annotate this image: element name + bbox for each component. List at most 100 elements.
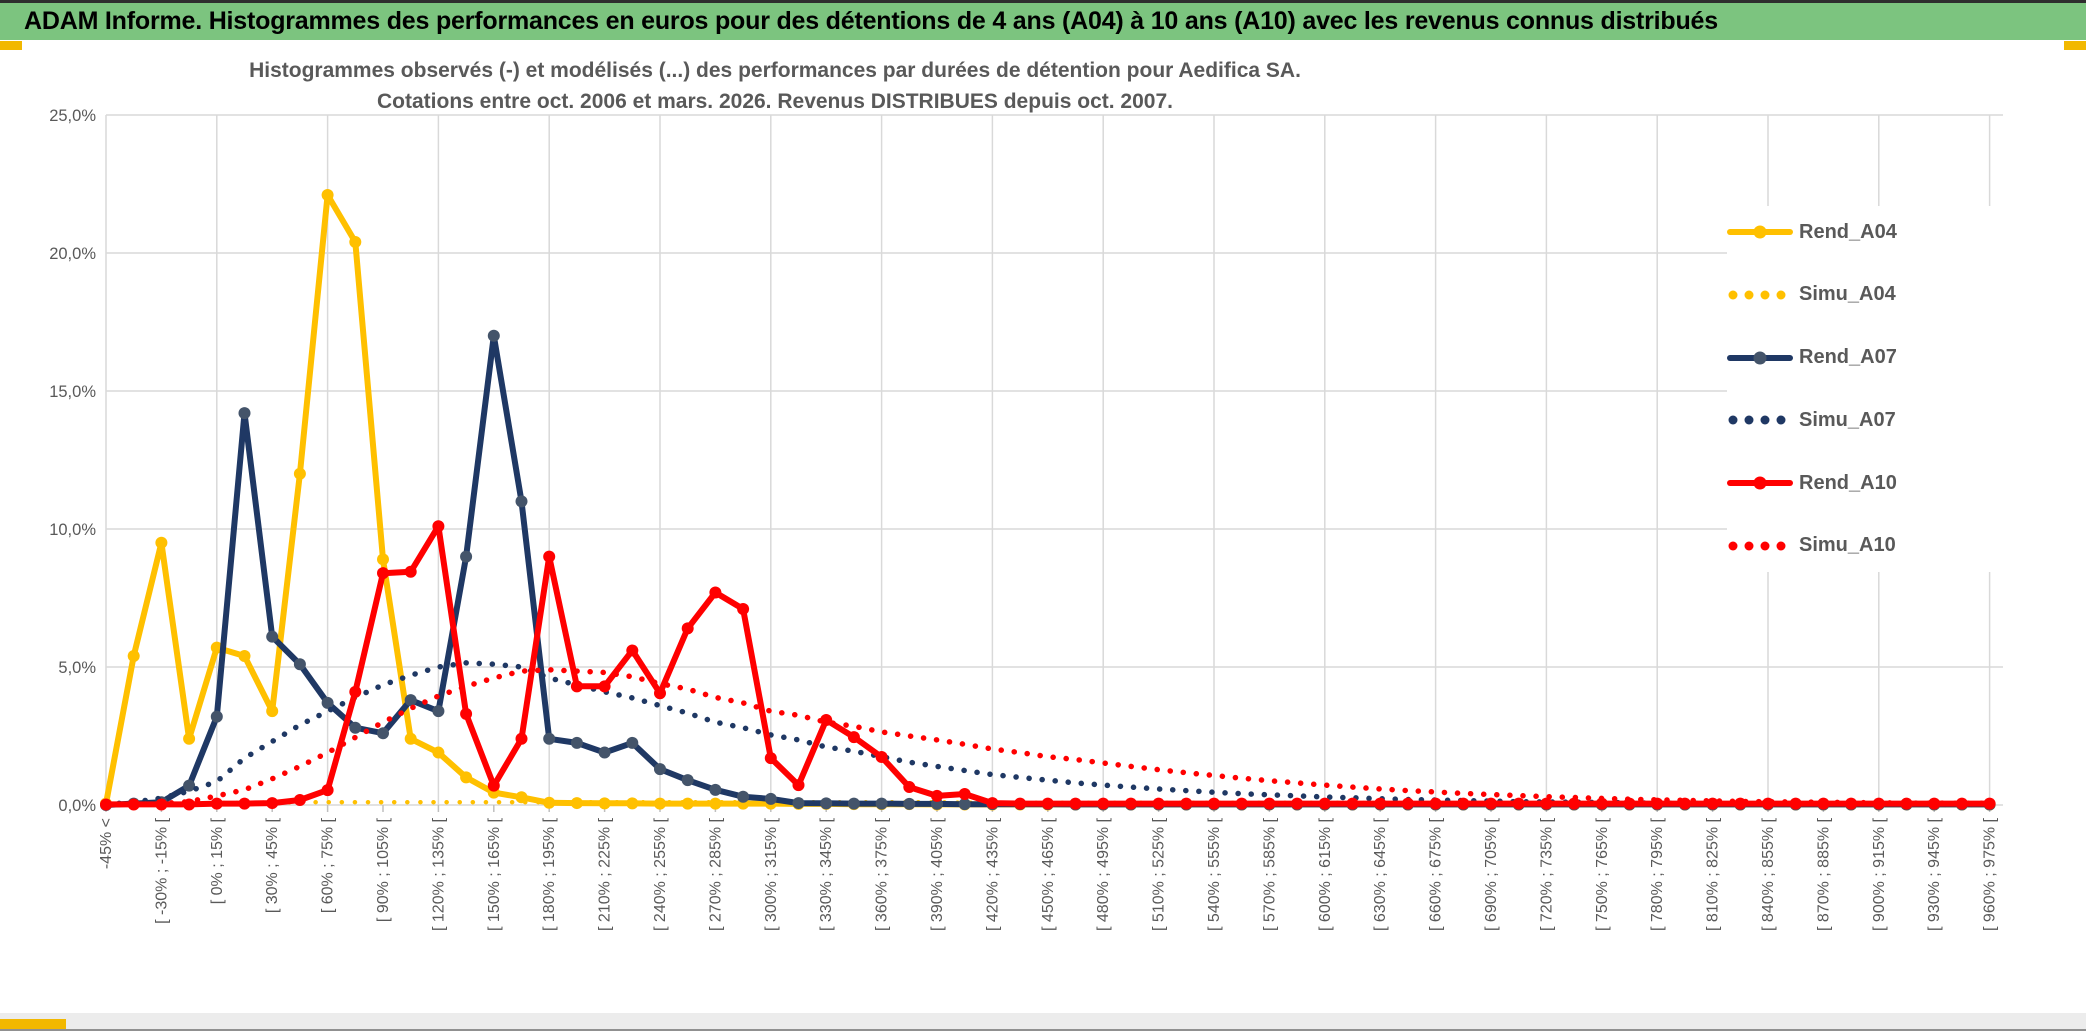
x-axis-label: [ 150% ; 165% [ [486, 817, 503, 931]
series-marker-rend_a10 [1568, 797, 1581, 810]
series-marker-rend_a10 [1318, 797, 1331, 810]
series-marker-rend_a10 [1124, 797, 1137, 810]
series-marker-rend_a10 [764, 752, 777, 765]
series-marker-rend_a04 [404, 732, 417, 745]
legend-item-simu_a04[interactable]: Simu_A04 [1727, 275, 2003, 315]
x-axis-label: [ 210% ; 225% [ [597, 817, 614, 931]
x-axis-label: [ 720% ; 735% [ [1538, 817, 1555, 931]
series-marker-rend_a07 [293, 658, 306, 671]
series-line-rend_a04[interactable] [103, 192, 1993, 808]
series-marker-rend_a10 [1928, 797, 1941, 810]
series-marker-rend_a10 [1485, 797, 1497, 810]
series-marker-rend_a04 [543, 796, 556, 809]
series-marker-rend_a07 [266, 630, 279, 643]
series-marker-rend_a10 [515, 732, 528, 745]
series-marker-rend_a10 [1983, 797, 1996, 810]
legend-item-simu_a07[interactable]: Simu_A07 [1727, 400, 2003, 440]
x-axis-label: [ 0% ; 15% [ [209, 817, 226, 904]
series-marker-rend_a10 [1263, 797, 1276, 810]
series-marker-rend_a07 [570, 736, 583, 749]
series-marker-rend_a10 [1401, 797, 1414, 810]
x-axis-label: [ 540% ; 555% [ [1206, 817, 1223, 931]
series-marker-rend_a10 [626, 644, 639, 657]
series-marker-rend_a10 [543, 550, 556, 563]
series-marker-rend_a07 [183, 779, 196, 792]
legend-solid-line-icon [1727, 476, 1793, 490]
series-marker-rend_a07 [210, 710, 223, 723]
series-marker-rend_a04 [460, 771, 473, 784]
series-marker-rend_a10 [321, 784, 334, 797]
legend-item-simu_a10[interactable]: Simu_A10 [1727, 526, 2003, 566]
series-marker-rend_a04 [155, 536, 168, 549]
series-marker-rend_a07 [460, 550, 473, 563]
legend-label: Rend_A07 [1799, 346, 1897, 369]
series-marker-rend_a10 [875, 750, 888, 763]
x-axis-label: [ 240% ; 255% [ [652, 817, 669, 931]
series-marker-rend_a10 [1457, 797, 1470, 810]
series-marker-rend_a04 [183, 732, 196, 745]
series-marker-rend_a10 [1208, 797, 1220, 810]
legend-item-rend_a04[interactable]: Rend_A04 [1727, 212, 2003, 252]
series-marker-rend_a10 [210, 797, 223, 810]
x-axis-label: [ 750% ; 765% [ [1594, 817, 1611, 931]
series-marker-rend_a10 [654, 687, 666, 700]
series-marker-rend_a10 [570, 680, 583, 693]
series-marker-rend_a07 [847, 797, 860, 810]
series-marker-rend_a04 [266, 705, 279, 718]
x-axis-label: [ 810% ; 825% [ [1705, 817, 1722, 931]
legend-label: Rend_A04 [1799, 220, 1897, 243]
legend-item-rend_a10[interactable]: Rend_A10 [1727, 463, 2003, 503]
series-marker-rend_a10 [1595, 797, 1608, 810]
x-axis-label: [ 780% ; 795% [ [1649, 817, 1666, 931]
x-axis-label: [ 360% ; 375% [ [874, 817, 891, 931]
x-axis-label: [ 180% ; 195% [ [541, 817, 558, 931]
chart-title-line2: Cotations entre oct. 2006 et mars. 2026.… [377, 90, 1173, 113]
series-marker-rend_a04 [127, 649, 140, 662]
x-axis-label: [ 570% ; 585% [ [1261, 817, 1278, 931]
series-line-rend_a10[interactable] [103, 523, 1993, 808]
series-marker-rend_a07 [958, 798, 971, 811]
x-axis-label: [ 300% ; 315% [ [763, 817, 780, 931]
series-marker-rend_a10 [709, 586, 722, 599]
series-marker-rend_a10 [1235, 797, 1248, 810]
series-marker-rend_a10 [1706, 797, 1719, 810]
y-axis-label: 15,0% [49, 383, 96, 401]
series-marker-rend_a10 [432, 520, 445, 533]
x-axis-label: [ 600% ; 615% [ [1317, 817, 1334, 931]
x-axis-label: [ 480% ; 495% [ [1095, 817, 1112, 931]
series-marker-rend_a10 [792, 779, 805, 792]
series-marker-rend_a07 [792, 797, 805, 810]
series-marker-rend_a10 [487, 779, 500, 792]
x-axis-label: [ -30% ; -15% [ [153, 817, 170, 923]
x-axis-label: [ 30% ; 45% [ [264, 817, 281, 913]
legend-item-rend_a07[interactable]: Rend_A07 [1727, 338, 2003, 378]
series-marker-rend_a10 [349, 685, 362, 698]
x-axis-label: [ 390% ; 405% [ [929, 817, 946, 931]
series-marker-rend_a07 [626, 736, 639, 749]
series-marker-rend_a10 [931, 789, 943, 802]
series-line-simu_a10[interactable] [103, 667, 1993, 808]
legend-label: Rend_A10 [1799, 471, 1897, 494]
x-axis-label: -45% < [98, 818, 115, 869]
series-marker-rend_a10 [1014, 797, 1027, 810]
series-marker-rend_a10 [1955, 797, 1968, 810]
y-axis-label: 20,0% [49, 245, 96, 263]
series-marker-rend_a10 [958, 787, 971, 800]
series-marker-rend_a07 [487, 329, 500, 342]
x-axis-label: [ 660% ; 675% [ [1428, 817, 1445, 931]
series-marker-rend_a07 [404, 694, 417, 707]
legend-dotted-line-icon [1728, 290, 1786, 300]
series-marker-rend_a07 [875, 797, 888, 810]
legend-dotted-line-icon [1728, 415, 1786, 425]
series-marker-rend_a04 [432, 746, 445, 759]
gold-accent-top-left [0, 41, 22, 50]
series-marker-rend_a10 [1097, 797, 1110, 810]
y-axis-label: 5,0% [58, 659, 96, 677]
series-marker-rend_a07 [903, 797, 916, 810]
legend-dotted-line-icon [1728, 541, 1786, 551]
series-marker-rend_a07 [515, 495, 528, 508]
series-marker-rend_a10 [1291, 797, 1304, 810]
x-axis-label: [ 630% ; 645% [ [1372, 817, 1389, 931]
series-marker-rend_a04 [293, 467, 306, 480]
y-axis-label: 10,0% [49, 521, 96, 539]
